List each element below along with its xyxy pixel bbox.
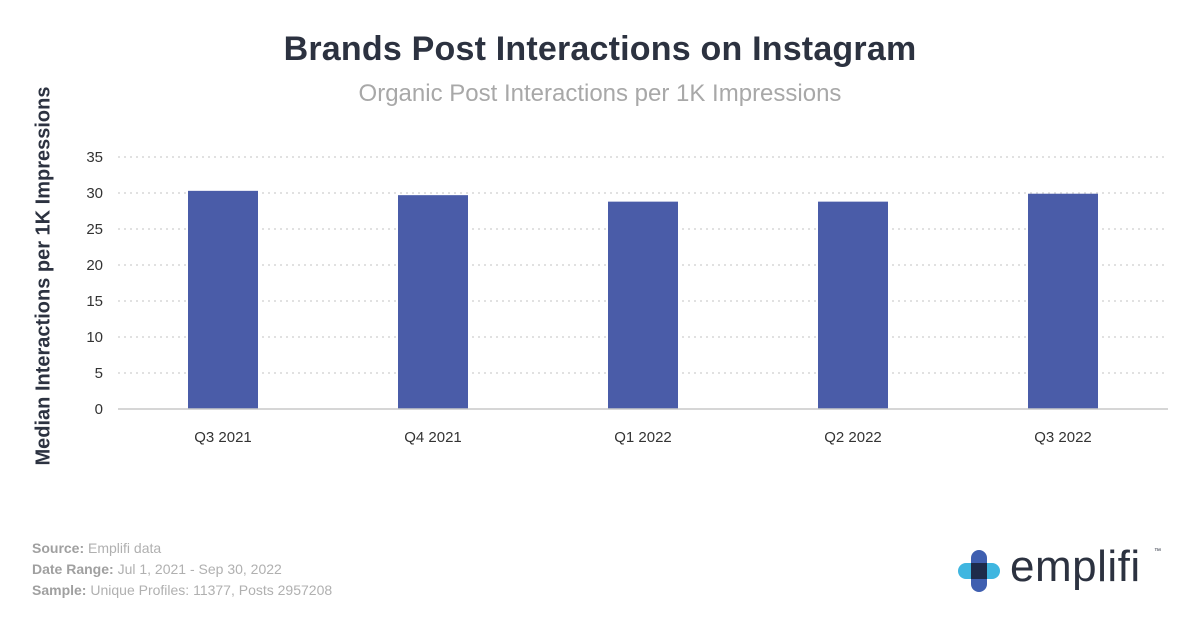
source-label: Source: bbox=[32, 540, 85, 556]
chart-subtitle: Organic Post Interactions per 1K Impress… bbox=[358, 80, 842, 107]
sample-line: Sample: Unique Profiles: 11377, Posts 29… bbox=[32, 580, 332, 601]
y-tick-label: 0 bbox=[95, 401, 103, 418]
bar bbox=[608, 201, 678, 409]
y-tick-label: 15 bbox=[86, 293, 103, 310]
x-tick-label: Q1 2022 bbox=[614, 429, 672, 446]
y-tick-label: 30 bbox=[86, 185, 103, 202]
logo-wordmark: emplifi bbox=[1010, 542, 1141, 591]
footer-notes: Source: Emplifi data Date Range: Jul 1, … bbox=[32, 538, 332, 601]
emplifi-logo: emplifi ™ bbox=[958, 542, 1161, 594]
y-tick-label: 25 bbox=[86, 221, 103, 238]
date-range-value: Jul 1, 2021 - Sep 30, 2022 bbox=[117, 561, 282, 577]
bar bbox=[1028, 193, 1098, 409]
bar bbox=[398, 195, 468, 409]
source-line: Source: Emplifi data bbox=[32, 538, 332, 559]
y-tick-label: 35 bbox=[86, 149, 103, 166]
chart-title: Brands Post Interactions on Instagram bbox=[283, 30, 917, 68]
x-tick-label: Q2 2022 bbox=[824, 429, 882, 446]
emplifi-cross-logo-icon bbox=[958, 550, 1000, 592]
logo-trademark: ™ bbox=[1154, 548, 1161, 555]
y-tick-label: 10 bbox=[86, 329, 103, 346]
date-range-line: Date Range: Jul 1, 2021 - Sep 30, 2022 bbox=[32, 559, 332, 580]
bar bbox=[818, 201, 888, 409]
x-tick-label: Q3 2021 bbox=[194, 429, 252, 446]
sample-label: Sample: bbox=[32, 582, 87, 598]
x-tick-label: Q4 2021 bbox=[404, 429, 462, 446]
sample-value: Unique Profiles: 11377, Posts 2957208 bbox=[90, 582, 333, 598]
x-tick-label: Q3 2022 bbox=[1034, 429, 1092, 446]
y-tick-label: 20 bbox=[86, 257, 103, 274]
y-tick-label: 5 bbox=[95, 365, 103, 382]
source-value: Emplifi data bbox=[88, 540, 162, 556]
date-range-label: Date Range: bbox=[32, 561, 114, 577]
bar bbox=[188, 190, 258, 409]
